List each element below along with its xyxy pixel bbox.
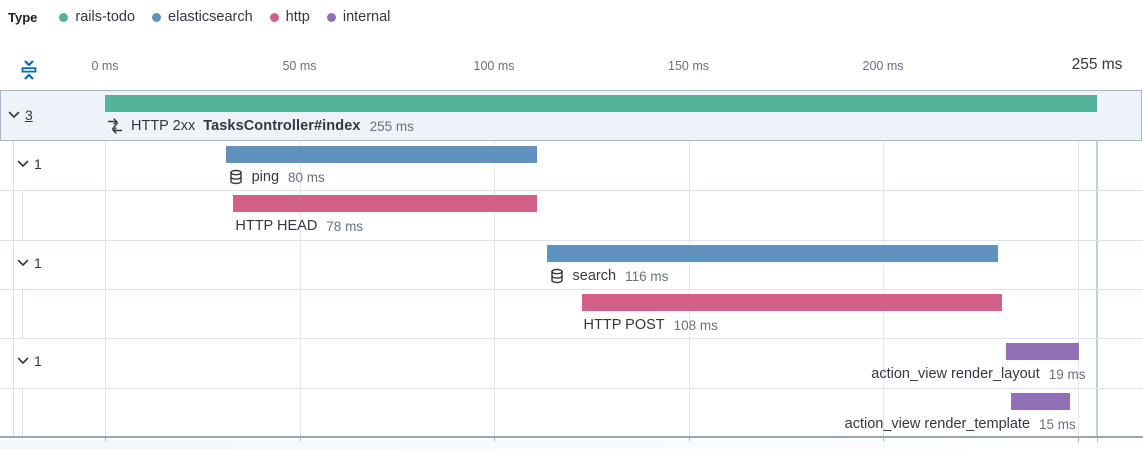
transaction-label: HTTP 2xx TasksController#index 255 ms — [107, 117, 414, 135]
expand-collapse-button[interactable]: 3 — [8, 107, 33, 123]
span-label: ping 80 ms — [228, 168, 325, 186]
axis-tick-label: 255 ms — [1071, 56, 1123, 73]
timeline-gridline — [300, 90, 301, 437]
span-bar[interactable] — [1005, 343, 1080, 360]
label-name: TasksController#index — [203, 118, 361, 134]
timeline-gridline — [689, 90, 690, 437]
label-duration: 78 ms — [326, 218, 364, 234]
label-duration: 116 ms — [625, 268, 669, 284]
legend-item-label: http — [285, 9, 310, 25]
label-duration: 80 ms — [288, 169, 325, 185]
label-name: HTTP HEAD — [235, 218, 318, 234]
legend-dot-icon — [152, 12, 162, 22]
timeline-gridline — [1078, 90, 1079, 437]
timeline-gridline — [105, 90, 106, 437]
row-separator — [0, 240, 1143, 241]
chevron-down-icon — [8, 111, 20, 119]
expand-collapse-button[interactable]: 1 — [17, 156, 42, 172]
axis-tick-label: 50 ms — [282, 59, 317, 73]
axis-tick-label: 0 ms — [91, 59, 119, 73]
child-count[interactable]: 1 — [34, 353, 42, 369]
accordion-guide-line — [22, 289, 23, 338]
label-name: search — [572, 268, 617, 284]
row-separator — [0, 289, 1143, 290]
axis-tick-label: 100 ms — [473, 59, 515, 73]
collapse-timeline-button[interactable] — [15, 55, 43, 87]
legend-item-internal: internal — [326, 9, 391, 25]
merge-icon — [107, 118, 123, 134]
span-bar[interactable] — [225, 146, 537, 163]
accordion-guide-line — [22, 388, 23, 437]
timeline-gridline — [494, 90, 495, 437]
transaction-bar[interactable] — [105, 95, 1097, 112]
label-duration: 15 ms — [1039, 416, 1076, 432]
legend-item-label: internal — [342, 9, 391, 25]
row-separator — [0, 190, 1143, 191]
child-count[interactable]: 1 — [34, 156, 42, 172]
label-duration: 19 ms — [1048, 366, 1086, 382]
label-duration: 255 ms — [369, 118, 414, 134]
chevron-down-icon — [17, 160, 29, 168]
legend-item-rails-todo: rails-todo — [59, 9, 135, 25]
span-label: action_view render_template 15 ms — [845, 415, 1076, 433]
label-name: HTTP POST — [583, 317, 665, 333]
span-label: action_view render_layout 19 ms — [871, 365, 1085, 383]
timeline-gridline — [883, 90, 884, 437]
legend-item-label: rails-todo — [75, 9, 136, 25]
label-name: action_view render_template — [844, 416, 1031, 432]
legend-item-elasticsearch: elasticsearch — [152, 9, 253, 25]
span-label: HTTP POST 108 ms — [584, 316, 718, 334]
database-icon — [550, 268, 563, 284]
axis-tick-label: 150 ms — [668, 59, 710, 73]
child-count[interactable]: 1 — [34, 255, 42, 271]
axis-tick-label: 200 ms — [862, 59, 904, 73]
legend-item-http: http — [269, 9, 310, 25]
span-bar[interactable] — [233, 195, 537, 212]
label-duration: 108 ms — [673, 317, 718, 333]
span-bar[interactable] — [581, 294, 1002, 311]
fold-icon — [21, 60, 37, 80]
legend-dot-icon — [326, 12, 336, 22]
expand-collapse-button[interactable]: 1 — [17, 255, 42, 271]
row-separator — [0, 338, 1143, 339]
database-icon — [229, 169, 242, 185]
child-count[interactable]: 3 — [25, 107, 33, 123]
chevron-down-icon — [17, 259, 29, 267]
span-bar[interactable] — [1011, 393, 1070, 410]
span-label: search 116 ms — [549, 267, 669, 285]
legend-dot-icon — [59, 12, 69, 22]
legend-dot-icon — [269, 12, 279, 22]
span-bar[interactable] — [546, 245, 998, 262]
legend-item-label: elasticsearch — [168, 9, 253, 25]
expand-collapse-button[interactable]: 1 — [17, 353, 42, 369]
label-prefix: HTTP 2xx — [131, 118, 196, 134]
label-name: action_view render_layout — [871, 366, 1040, 382]
row-separator — [0, 388, 1143, 389]
span-label: HTTP HEAD 78 ms — [235, 217, 363, 235]
label-name: ping — [251, 169, 280, 185]
type-legend: Type rails-todo elasticsearch http internal — [8, 9, 407, 25]
waterfall-bottom-border — [0, 436, 1143, 438]
accordion-guide-line — [22, 190, 23, 240]
bottom-shadow — [0, 440, 1143, 449]
chevron-down-icon — [17, 357, 29, 365]
legend-title: Type — [8, 9, 38, 25]
